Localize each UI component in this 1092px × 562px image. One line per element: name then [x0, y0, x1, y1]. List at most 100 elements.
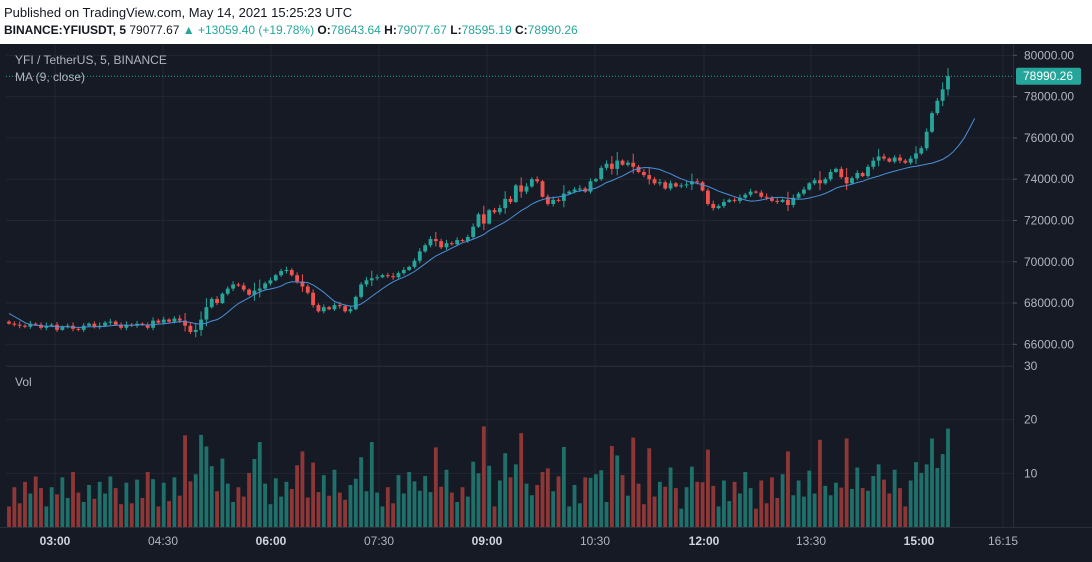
candle-body — [599, 167, 604, 180]
volume-bar — [647, 448, 652, 527]
candle-body — [508, 198, 513, 202]
volume-bar — [295, 465, 300, 527]
volume-bar — [903, 506, 908, 527]
candle-body — [92, 323, 97, 327]
candle-body — [289, 270, 294, 276]
candle-body — [417, 251, 422, 261]
volume-bar — [33, 476, 38, 527]
volume-bar — [887, 493, 892, 527]
candle-body — [156, 320, 161, 323]
volume-bars — [7, 426, 950, 527]
volume-bar — [583, 477, 588, 527]
volume-bar — [417, 490, 422, 527]
candle-body — [204, 307, 209, 320]
volume-bar — [935, 467, 940, 527]
candle-body — [348, 309, 353, 312]
candle-body — [567, 191, 572, 194]
ma-line — [8, 118, 976, 328]
volume-bar — [850, 488, 854, 527]
volume-bar — [65, 497, 70, 527]
candle-body — [556, 199, 561, 201]
candle-body — [647, 175, 652, 180]
candle-body — [476, 214, 481, 227]
candle-body — [305, 286, 310, 293]
candle-body — [636, 166, 641, 172]
candle-body — [823, 179, 828, 184]
candle-body — [588, 181, 593, 192]
candle-body — [802, 189, 806, 194]
volume-bar — [247, 472, 252, 527]
volume-bar — [17, 503, 22, 527]
candle-body — [716, 206, 721, 209]
volume-bar — [257, 442, 262, 527]
candle-body — [108, 321, 113, 323]
price-tick-label: 80000.00 — [1024, 48, 1074, 62]
volume-bar — [396, 475, 401, 527]
volume-bar — [300, 451, 305, 527]
candle-body — [209, 298, 214, 308]
volume-bar — [823, 485, 828, 527]
volume-bar — [145, 471, 150, 527]
candle-body — [850, 178, 854, 184]
volume-bar — [567, 506, 572, 527]
volume-bar — [327, 495, 332, 527]
candle-body — [866, 166, 870, 177]
volume-bar — [167, 501, 171, 527]
price-tick-label: 70000.00 — [1024, 255, 1074, 269]
volume-bar — [471, 461, 476, 527]
volume-bar — [311, 462, 316, 527]
candle-body — [914, 153, 918, 159]
volume-bar — [513, 464, 518, 527]
candle-body — [103, 322, 107, 326]
volume-bar — [860, 488, 865, 527]
candle-body — [337, 305, 342, 307]
ma-legend[interactable]: MA (9, close) — [15, 70, 86, 84]
open-label: O: — [317, 23, 331, 37]
volume-bar — [353, 478, 358, 527]
volume-bar — [529, 495, 534, 527]
volume-bar — [668, 467, 673, 527]
candle-body — [231, 284, 236, 289]
volume-bar — [385, 487, 390, 527]
volume-bar — [348, 484, 353, 527]
ohlc-legend: BINANCE:YFIUSDT, 5 79077.67 ▲ +13059.40 … — [4, 23, 578, 37]
candle-body — [76, 328, 81, 330]
candle-body — [444, 243, 449, 248]
candle-body — [545, 196, 550, 204]
volume-legend[interactable]: Vol — [15, 375, 32, 389]
candle-body — [423, 245, 428, 252]
candle-body — [353, 296, 358, 310]
volume-bar — [780, 474, 785, 527]
open-value: 78643.64 — [330, 23, 381, 37]
candle-body — [609, 163, 614, 169]
volume-bar — [855, 467, 860, 527]
volume-bar — [551, 491, 556, 527]
volume-bar — [764, 503, 769, 527]
volume-bar — [172, 477, 177, 527]
volume-bar — [924, 464, 929, 527]
time-tick-label: 15:00 — [904, 534, 935, 548]
candle-body — [7, 321, 11, 324]
last-price-label: 78990.26 — [1023, 69, 1073, 83]
candle-body — [919, 148, 924, 154]
candle-body — [657, 182, 662, 184]
current-price: 79077.67 — [129, 23, 180, 37]
volume-bar — [369, 442, 374, 527]
candle-body — [225, 288, 230, 294]
candle-body — [396, 273, 401, 278]
volume-bar — [775, 497, 780, 527]
candle-body — [775, 200, 780, 202]
candle-body — [161, 319, 166, 323]
volume-bar — [545, 468, 550, 527]
candle-body — [604, 163, 609, 168]
volume-bar — [263, 483, 268, 527]
volume-bar — [316, 492, 321, 527]
volume-bar — [497, 480, 502, 527]
volume-bar — [940, 454, 945, 527]
candle-body — [551, 199, 556, 204]
candle-body — [380, 275, 385, 278]
volume-bar — [39, 488, 43, 527]
volume-bar — [49, 487, 54, 527]
volume-bar — [700, 482, 705, 527]
